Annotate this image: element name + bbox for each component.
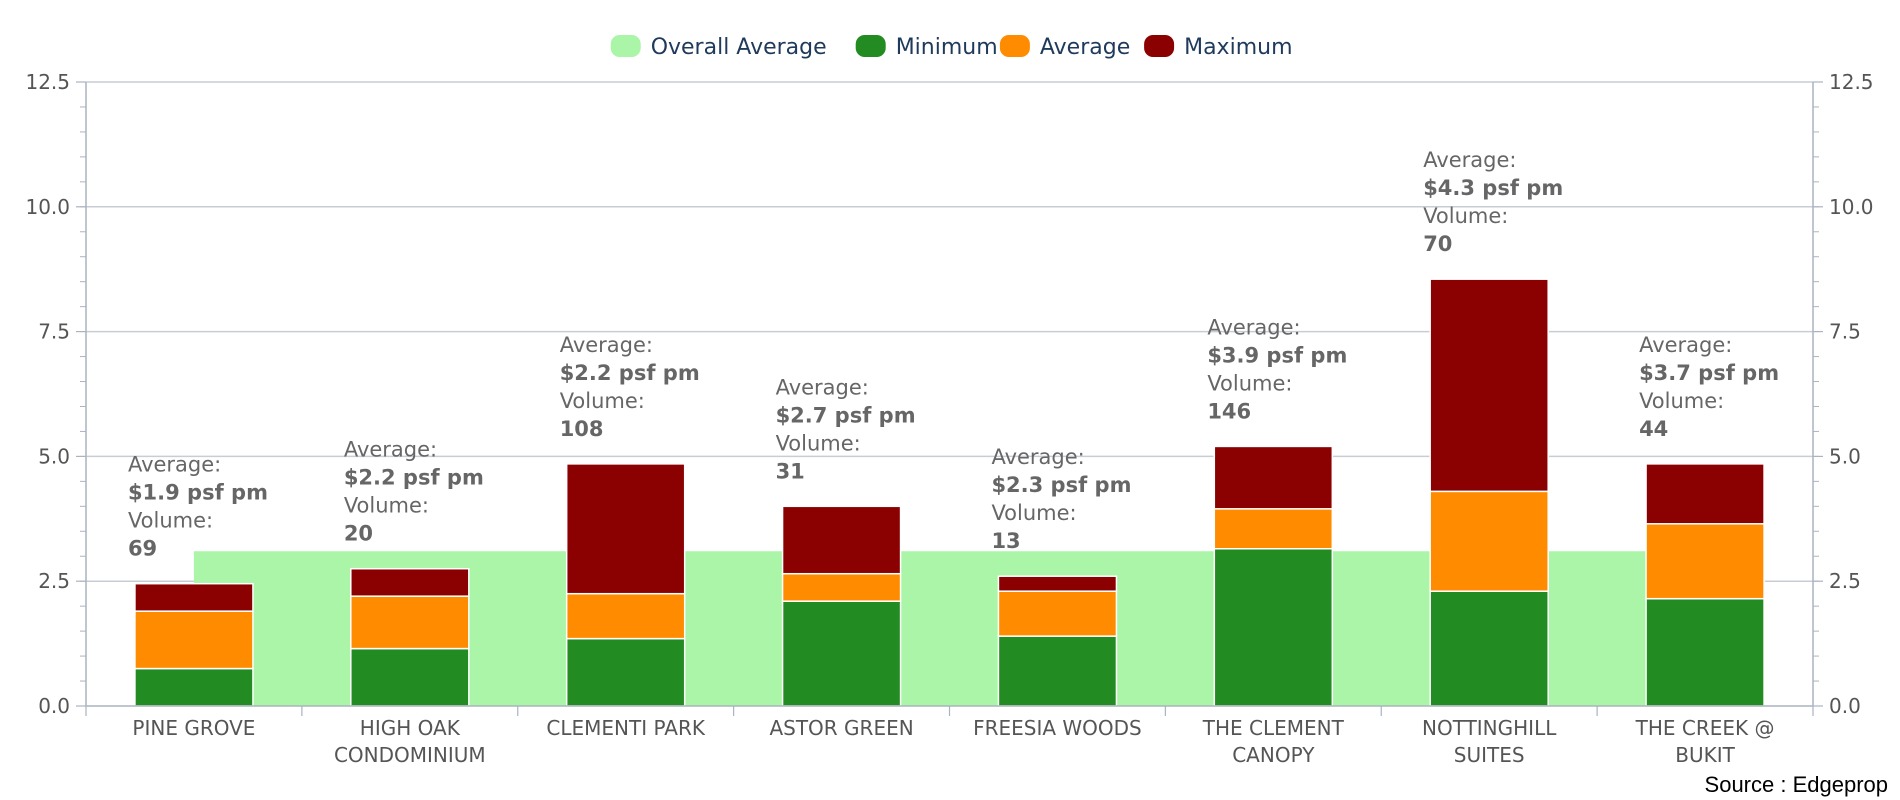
bar-segment-maximum [134, 582, 254, 612]
annotation-volume-value: 108 [560, 417, 604, 441]
legend-swatch [999, 35, 1030, 57]
annotation-volume-label: Volume: [128, 509, 213, 533]
annotation-average-value: $1.9 psf pm [128, 481, 268, 505]
y-tick-label-left: 10.0 [25, 195, 70, 219]
bar-segment-minimum [134, 667, 254, 707]
x-category-label: FREESIA WOODS [973, 716, 1142, 740]
x-category-label: HIGH OAK [360, 716, 461, 740]
annotation-average-label: Average: [560, 333, 653, 357]
legend-swatch [610, 35, 641, 57]
x-category-label: CONDOMINIUM [334, 743, 486, 767]
annotation-average-value: $2.3 psf pm [991, 473, 1131, 497]
annotation-volume-value: 13 [991, 529, 1020, 553]
annotation-average-label: Average: [344, 438, 437, 462]
bar-segment-average [997, 590, 1118, 637]
bars [134, 278, 1765, 707]
y-tick-label-left: 0.0 [38, 694, 70, 718]
bar-segment-average [350, 595, 470, 650]
annotation-volume-value: 69 [128, 537, 157, 561]
annotation-average-label: Average: [1423, 148, 1516, 172]
bar-segment-average [1213, 508, 1334, 550]
y-tick-label-right: 10.0 [1829, 195, 1874, 219]
annotation-volume-label: Volume: [1423, 204, 1508, 228]
x-category-label: PINE GROVE [132, 716, 255, 740]
bar-segment-average [565, 592, 686, 640]
bar-segment-average [1429, 490, 1549, 592]
annotation-average-value: $3.9 psf pm [1207, 343, 1347, 367]
x-category-label: BUKIT [1675, 743, 1735, 767]
annotation-average-label: Average: [128, 453, 221, 477]
annotation-average-label: Average: [776, 375, 869, 399]
annotation-volume-label: Volume: [776, 431, 861, 455]
x-category-label: CLEMENTI PARK [546, 716, 705, 740]
bar-segment-average [134, 610, 254, 670]
annotation-volume-label: Volume: [344, 494, 429, 518]
bar-segment-maximum [1645, 463, 1765, 525]
x-category-label: CANOPY [1232, 743, 1315, 767]
y-tick-label-right: 0.0 [1829, 694, 1861, 718]
annotation-volume-label: Volume: [991, 501, 1076, 525]
x-category-label: THE CREEK @ [1635, 716, 1775, 740]
bar-segment-minimum [565, 637, 686, 707]
annotation-average-value: $2.7 psf pm [776, 403, 916, 427]
x-category-label: ASTOR GREEN [769, 716, 913, 740]
annotation-volume-label: Volume: [1639, 389, 1724, 413]
bar-segment-maximum [350, 567, 470, 597]
bar-segment-minimum [350, 647, 470, 707]
bar-segment-maximum [997, 575, 1118, 592]
annotation-average-value: $3.7 psf pm [1639, 361, 1779, 385]
legend-label: Minimum [896, 35, 998, 60]
y-tick-label-left: 5.0 [38, 444, 70, 468]
y-tick-label-right: 2.5 [1829, 569, 1861, 593]
annotation-volume-value: 70 [1423, 232, 1452, 256]
x-category-label: THE CLEMENT [1202, 716, 1345, 740]
legend-label: Overall Average [651, 35, 827, 60]
annotation-volume-value: 146 [1207, 399, 1251, 423]
annotation-volume-label: Volume: [1207, 371, 1292, 395]
legend-label: Average [1040, 35, 1130, 60]
annotation-average-value: $4.3 psf pm [1423, 176, 1563, 200]
legend-swatch [855, 35, 886, 57]
y-tick-label-left: 12.5 [25, 70, 70, 94]
bar-segment-average [1645, 523, 1765, 600]
annotation-average-label: Average: [1639, 333, 1732, 357]
bar-annotations: Average: $1.9 psf pm Volume: 69 Average: $2.2… [128, 148, 1779, 561]
bar-segment-minimum [781, 600, 902, 707]
y-tick-label-right: 12.5 [1829, 70, 1874, 94]
bar-segment-minimum [1213, 548, 1334, 707]
y-tick-label-right: 7.5 [1829, 320, 1861, 344]
y-tick-label-right: 5.0 [1829, 444, 1861, 468]
x-category-label: SUITES [1454, 743, 1525, 767]
bar-segment-maximum [1213, 445, 1334, 510]
bar-segment-minimum [1645, 597, 1765, 707]
bar-segment-maximum [1429, 278, 1549, 493]
x-category-label: NOTTINGHILL [1422, 716, 1557, 740]
y-tick-label-left: 7.5 [38, 320, 70, 344]
annotation-volume-value: 44 [1639, 417, 1668, 441]
bar-segment-average [781, 572, 902, 602]
source-note: Source : Edgeprop [1704, 772, 1888, 797]
annotation-average-label: Average: [1207, 315, 1300, 339]
legend-swatch [1144, 35, 1175, 57]
y-tick-label-left: 2.5 [38, 569, 70, 593]
annotation-volume-value: 20 [344, 522, 373, 546]
axes: 0.0 0.0 2.5 2.5 5.0 5.0 7.5 7.5 10.0 10.0 12.5 12.5… [25, 70, 1873, 767]
annotation-average-value: $2.2 psf pm [560, 361, 700, 385]
legend-label: Maximum [1184, 35, 1292, 60]
legend: Overall Average Minimum Average Maximum [610, 35, 1293, 60]
annotation-average-label: Average: [991, 445, 1084, 469]
annotation-average-value: $2.2 psf pm [344, 466, 484, 490]
annotation-volume-value: 31 [776, 459, 805, 483]
bar-segment-minimum [997, 635, 1118, 707]
bar-segment-maximum [565, 463, 686, 595]
bar-segment-minimum [1429, 590, 1549, 707]
bar-segment-maximum [781, 505, 902, 575]
annotation-volume-label: Volume: [560, 389, 645, 413]
